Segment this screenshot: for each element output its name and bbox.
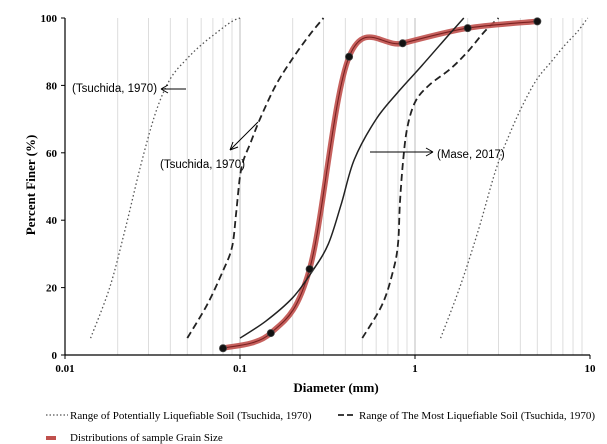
series-3-curve-0 — [239, 17, 465, 339]
data-points — [219, 17, 542, 353]
legend: Range of Potentially Liquefiable Soil (T… — [46, 410, 595, 444]
annotation-tsuchida-1: (Tsuchida, 1970) — [72, 83, 157, 95]
sample-data-point — [398, 39, 407, 48]
x-tick-label: 1 — [412, 363, 418, 375]
series-1-curve-1 — [361, 17, 500, 339]
sample-data-point — [305, 265, 314, 274]
y-tick-label: 40 — [46, 215, 58, 227]
sample-curve-line — [222, 20, 538, 349]
annotation-arrows — [160, 84, 434, 157]
series-layer — [89, 17, 589, 352]
arrow-tsuchida-2 — [229, 121, 259, 151]
arrow-mase — [370, 147, 434, 157]
legend-label-sample: Distributions of sample Grain Size — [70, 432, 223, 444]
sample-data-point — [345, 52, 354, 61]
tick-labels: 0 20 40 60 80 100 0.01 0.1 1 10 — [41, 13, 597, 375]
series-0-curve-0 — [89, 17, 241, 339]
y-tick-label: 80 — [46, 80, 58, 92]
legend-label-most: Range of The Most Liquefiable Soil (Tsuc… — [359, 410, 595, 422]
x-tick-label: 0.01 — [55, 363, 74, 375]
series-1-curve-0 — [186, 17, 325, 339]
chart-axes — [61, 17, 591, 359]
sample-data-point — [533, 17, 542, 26]
x-tick-label: 0.1 — [233, 363, 247, 375]
sample-data-point — [266, 329, 275, 338]
x-tick-label: 10 — [585, 363, 597, 375]
annotation-tsuchida-2: (Tsuchida, 1970) — [160, 159, 245, 171]
annotation-mase: (Mase, 2017) — [437, 149, 505, 161]
sample-data-point — [219, 344, 228, 353]
y-axis-label: Percent Finer (%) — [23, 135, 38, 236]
x-axis-label: Diameter (mm) — [293, 380, 378, 395]
sample-data-point — [463, 24, 472, 33]
annotations: (Tsuchida, 1970) (Tsuchida, 1970) (Mase,… — [72, 83, 505, 171]
y-tick-label: 20 — [46, 283, 58, 295]
y-tick-label: 100 — [41, 13, 58, 25]
series-0-curve-1 — [439, 17, 589, 339]
y-tick-label: 60 — [46, 148, 58, 160]
y-tick-label: 0 — [52, 350, 58, 362]
arrow-tsuchida-1 — [160, 84, 186, 94]
legend-label-potential: Range of Potentially Liquefiable Soil (T… — [70, 410, 312, 422]
sample-curve-halo — [220, 18, 541, 352]
chart-grid — [117, 18, 583, 355]
legend-sample-swatch — [46, 436, 56, 440]
